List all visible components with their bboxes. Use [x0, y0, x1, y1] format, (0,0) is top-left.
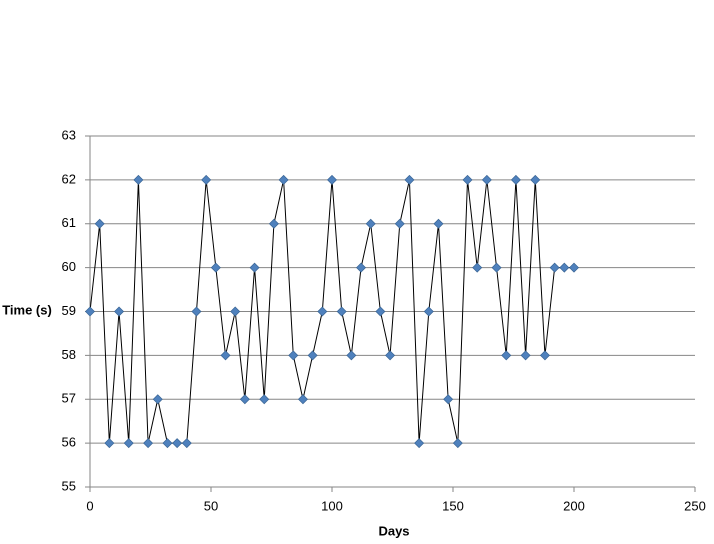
point	[356, 262, 367, 273]
point	[327, 174, 337, 185]
y-tick-label: 57	[62, 391, 76, 406]
x-tick-label: 200	[563, 498, 585, 513]
point	[230, 306, 241, 317]
point	[501, 350, 512, 361]
point	[481, 174, 492, 185]
y-axis-title: Time (s)	[2, 302, 52, 317]
y-tick-label: 60	[62, 259, 76, 274]
point	[201, 174, 212, 185]
point	[104, 438, 115, 449]
point	[307, 350, 318, 361]
point	[239, 394, 250, 405]
point	[114, 306, 125, 317]
point	[249, 262, 260, 273]
x-tick-label: 150	[442, 498, 464, 513]
point	[288, 350, 299, 361]
point	[278, 174, 289, 185]
point	[172, 438, 183, 449]
point	[539, 350, 550, 361]
y-tick-label: 62	[62, 171, 76, 186]
point	[385, 350, 396, 361]
point	[404, 174, 415, 185]
point	[220, 350, 231, 361]
point	[472, 262, 483, 273]
point	[123, 438, 134, 449]
point	[510, 174, 521, 185]
point	[85, 306, 95, 317]
point	[443, 394, 454, 405]
point	[94, 218, 105, 229]
y-tick-label: 58	[62, 347, 76, 362]
point	[394, 218, 405, 229]
x-tick-label: 100	[321, 498, 343, 513]
point	[365, 218, 376, 229]
point	[210, 262, 221, 273]
point	[423, 306, 434, 317]
x-tick-label: 50	[204, 498, 218, 513]
point	[462, 174, 473, 185]
point	[549, 262, 560, 273]
point	[181, 438, 192, 449]
y-tick-label: 61	[62, 215, 76, 230]
point	[259, 394, 270, 405]
point	[452, 438, 463, 449]
x-tick-label: 0	[86, 498, 93, 513]
y-tick-label: 55	[62, 478, 76, 493]
point	[569, 262, 579, 273]
point	[433, 218, 444, 229]
point	[152, 394, 163, 405]
y-tick-label: 56	[62, 435, 76, 450]
point	[297, 394, 308, 405]
point	[559, 262, 570, 273]
x-axis-title: Days	[378, 523, 409, 538]
point	[317, 306, 328, 317]
y-tick-label: 59	[62, 303, 76, 318]
point	[268, 218, 279, 229]
point	[191, 306, 202, 317]
point	[414, 438, 425, 449]
point	[162, 438, 173, 449]
point	[530, 174, 541, 185]
point	[375, 306, 386, 317]
point	[143, 438, 154, 449]
point	[133, 174, 144, 185]
x-tick-label: 250	[684, 498, 706, 513]
y-tick-label: 63	[62, 127, 76, 142]
point	[336, 306, 347, 317]
point	[520, 350, 531, 361]
point	[346, 350, 357, 361]
point	[491, 262, 502, 273]
